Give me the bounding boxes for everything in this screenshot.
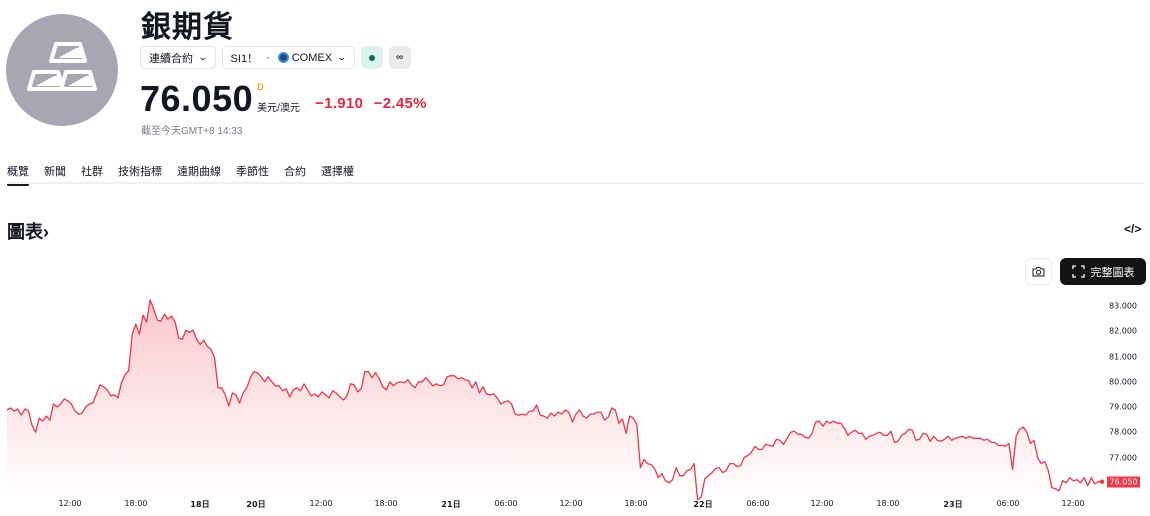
x-tick-label: 18日 xyxy=(190,500,210,509)
tab-forward-curve[interactable]: 遠期曲線 xyxy=(177,166,221,178)
chart-section-link[interactable]: 圖表› xyxy=(7,218,49,244)
price-area-chart[interactable] xyxy=(0,290,1150,516)
y-tick-label: 79.000 xyxy=(1109,402,1137,412)
snapshot-button[interactable] xyxy=(1025,258,1052,285)
x-tick-label: 21日 xyxy=(441,500,461,509)
market-open-dot-icon xyxy=(368,54,375,61)
y-tick-label: 82.000 xyxy=(1109,326,1137,336)
x-tick-label: 18:00 xyxy=(374,499,398,508)
tab-bar: 概覽 新聞 社群 技術指標 遠期曲線 季節性 合約 選擇權 xyxy=(7,163,369,186)
price-line xyxy=(6,299,1102,501)
x-tick-label: 06:00 xyxy=(746,499,770,508)
full-chart-label: 完整圖表 xyxy=(1090,266,1135,279)
x-tick-label: 20日 xyxy=(246,500,266,509)
exchange-logo-icon xyxy=(277,52,289,63)
delayed-flag: D xyxy=(257,82,264,92)
price-row: 76.050 D 美元/澳元 −1.910 −2.45% xyxy=(140,80,427,118)
tab-contracts[interactable]: 合約 xyxy=(284,166,306,178)
symbol-chips: 連續合約 ⌄ SI1！ · COMEX ⌄ ∞ xyxy=(140,46,411,69)
infinity-link-icon: ∞ xyxy=(396,52,404,63)
market-status-badge[interactable] xyxy=(360,46,383,69)
contract-type-label: 連續合約 xyxy=(149,52,193,65)
silver-bars-logo xyxy=(6,14,118,126)
as-of-timestamp: 截至今天GMT+8 14:33 xyxy=(141,126,243,137)
exchange-label: COMEX xyxy=(291,51,333,64)
x-tick-label: 18:00 xyxy=(124,499,148,508)
chevron-down-icon: ⌄ xyxy=(197,52,208,62)
y-tick-label: 81.000 xyxy=(1109,352,1137,361)
tab-technicals[interactable]: 技術指標 xyxy=(118,166,162,178)
tab-options[interactable]: 選擇權 xyxy=(321,166,354,178)
embed-code-icon[interactable]: </> xyxy=(1124,222,1142,236)
last-price-dot xyxy=(1099,479,1105,484)
x-tick-label: 12:00 xyxy=(309,499,333,508)
price-chart[interactable] xyxy=(0,290,1150,516)
x-tick-label: 18:00 xyxy=(624,499,648,508)
tabs-divider xyxy=(7,182,1145,184)
link-badge[interactable]: ∞ xyxy=(388,46,411,69)
change-abs: −1.910 xyxy=(315,95,364,112)
y-tick-label: 80.000 xyxy=(1109,377,1137,387)
x-tick-label: 06:00 xyxy=(996,499,1020,508)
x-tick-label: 12:00 xyxy=(58,499,82,508)
chevron-right-icon: › xyxy=(43,222,49,242)
chart-section-title: 圖表 xyxy=(7,222,43,242)
y-tick-label: 78.000 xyxy=(1109,427,1137,437)
x-tick-label: 22日 xyxy=(693,500,713,509)
x-tick-label: 23日 xyxy=(943,500,963,509)
separator: · xyxy=(266,51,270,64)
full-chart-button[interactable]: 完整圖表 xyxy=(1060,258,1146,285)
tab-overview[interactable]: 概覽 xyxy=(7,163,29,186)
price-area-fill xyxy=(7,299,1102,500)
contract-type-dropdown[interactable]: 連續合約 ⌄ xyxy=(140,46,216,69)
last-price-label: 76.050 xyxy=(1107,476,1140,488)
y-tick-label: 77.000 xyxy=(1109,453,1137,462)
expand-corners-icon xyxy=(1071,265,1085,278)
exchange-dropdown[interactable]: SI1！ · COMEX ⌄ xyxy=(221,46,355,69)
tab-community[interactable]: 社群 xyxy=(81,166,103,178)
x-tick-label: 06:00 xyxy=(494,499,518,508)
tab-news[interactable]: 新聞 xyxy=(44,166,66,178)
x-tick-label: 12:00 xyxy=(810,499,834,508)
camera-icon xyxy=(1032,267,1045,277)
last-price: 76.050 xyxy=(140,78,254,119)
x-tick-label: 12:00 xyxy=(1061,499,1085,508)
y-tick-label: 83.000 xyxy=(1109,301,1137,311)
change-pct: −2.45% xyxy=(373,95,427,112)
x-tick-label: 18:00 xyxy=(876,499,900,508)
page-title: 銀期貨 xyxy=(141,11,234,44)
currency-unit: 美元/澳元 xyxy=(257,103,300,114)
tab-seasonals[interactable]: 季節性 xyxy=(236,166,269,178)
price-change: −1.910 −2.45% xyxy=(315,94,427,118)
x-tick-label: 12:00 xyxy=(559,499,583,508)
chevron-down-icon: ⌄ xyxy=(336,52,347,62)
symbol-label: SI1！ xyxy=(230,52,259,65)
silver-bars-icon xyxy=(27,42,97,91)
